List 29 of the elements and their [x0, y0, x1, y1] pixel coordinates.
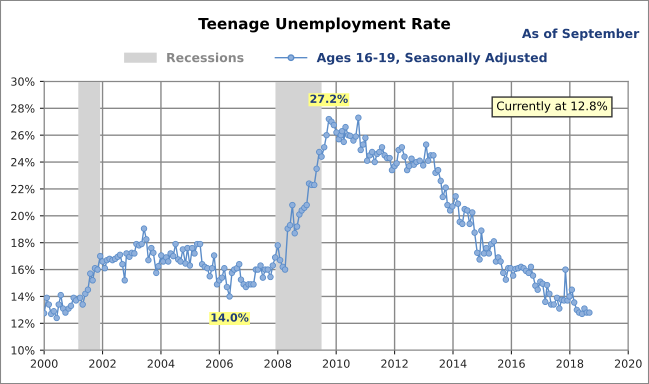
y-tick-label: 14% — [12, 292, 34, 301]
legend-label: Ages 16-19, Seasonally Adjusted — [316, 52, 547, 65]
annotation: 14.0% — [212, 313, 249, 322]
x-tick-label: 2016 — [498, 359, 525, 368]
chart-title: Teenage Unemployment Rate — [198, 18, 450, 32]
x-tick-label: 2020 — [614, 359, 642, 368]
x-tick-label: 2018 — [556, 359, 584, 368]
x-tick-label: 2008 — [264, 359, 292, 368]
y-tick-label: 10% — [12, 346, 34, 355]
x-tick-label: 2014 — [440, 359, 467, 368]
y-tick-label: 22% — [11, 184, 34, 194]
text: As of September — [522, 28, 640, 41]
y-tick-label: 30% — [11, 77, 34, 86]
annotation: 27.2% — [310, 94, 348, 103]
y-tick-label: 24% — [11, 158, 34, 166]
y-tick-label: 20% — [11, 212, 34, 220]
y-tick-label: 12% — [12, 319, 34, 328]
annotation: Currently at 12.8% — [496, 101, 608, 113]
y-tick-label: 16% — [12, 266, 34, 274]
y-tick-label: 28% — [11, 104, 34, 113]
y-tick-label: 26% — [11, 131, 34, 140]
y-tick-label: 18% — [12, 238, 34, 248]
x-tick-label: 2004 — [148, 359, 174, 368]
legend-label: Recessions — [167, 52, 244, 62]
x-tick-label: 2000 — [30, 359, 58, 368]
x-tick-label: 2002 — [89, 359, 116, 368]
x-tick-label: 2012 — [381, 359, 408, 368]
x-tick-label: 2010 — [322, 359, 350, 368]
x-tick-label: 2006 — [206, 359, 233, 368]
